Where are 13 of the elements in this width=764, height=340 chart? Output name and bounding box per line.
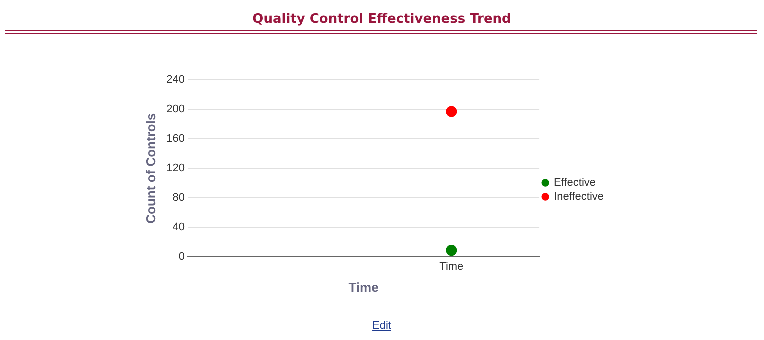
legend-label: Effective: [554, 177, 596, 190]
y-tick-label: 200: [166, 104, 185, 116]
y-tick-label: 120: [166, 162, 185, 175]
legend-label: Ineffective: [554, 191, 604, 204]
text: Edit: [372, 320, 392, 332]
chart-title: Quality Control Effectiveness Trend: [252, 12, 512, 27]
y-tick-label: 160: [166, 133, 185, 146]
y-tick-label: 80: [172, 192, 185, 204]
y-tick-label: 0: [178, 251, 185, 264]
y-tick-label: 40: [172, 222, 185, 234]
y-axis-title: Count of Controls: [143, 113, 158, 224]
y-tick-label: 240: [166, 74, 185, 86]
x-axis-title: Time: [348, 280, 379, 295]
